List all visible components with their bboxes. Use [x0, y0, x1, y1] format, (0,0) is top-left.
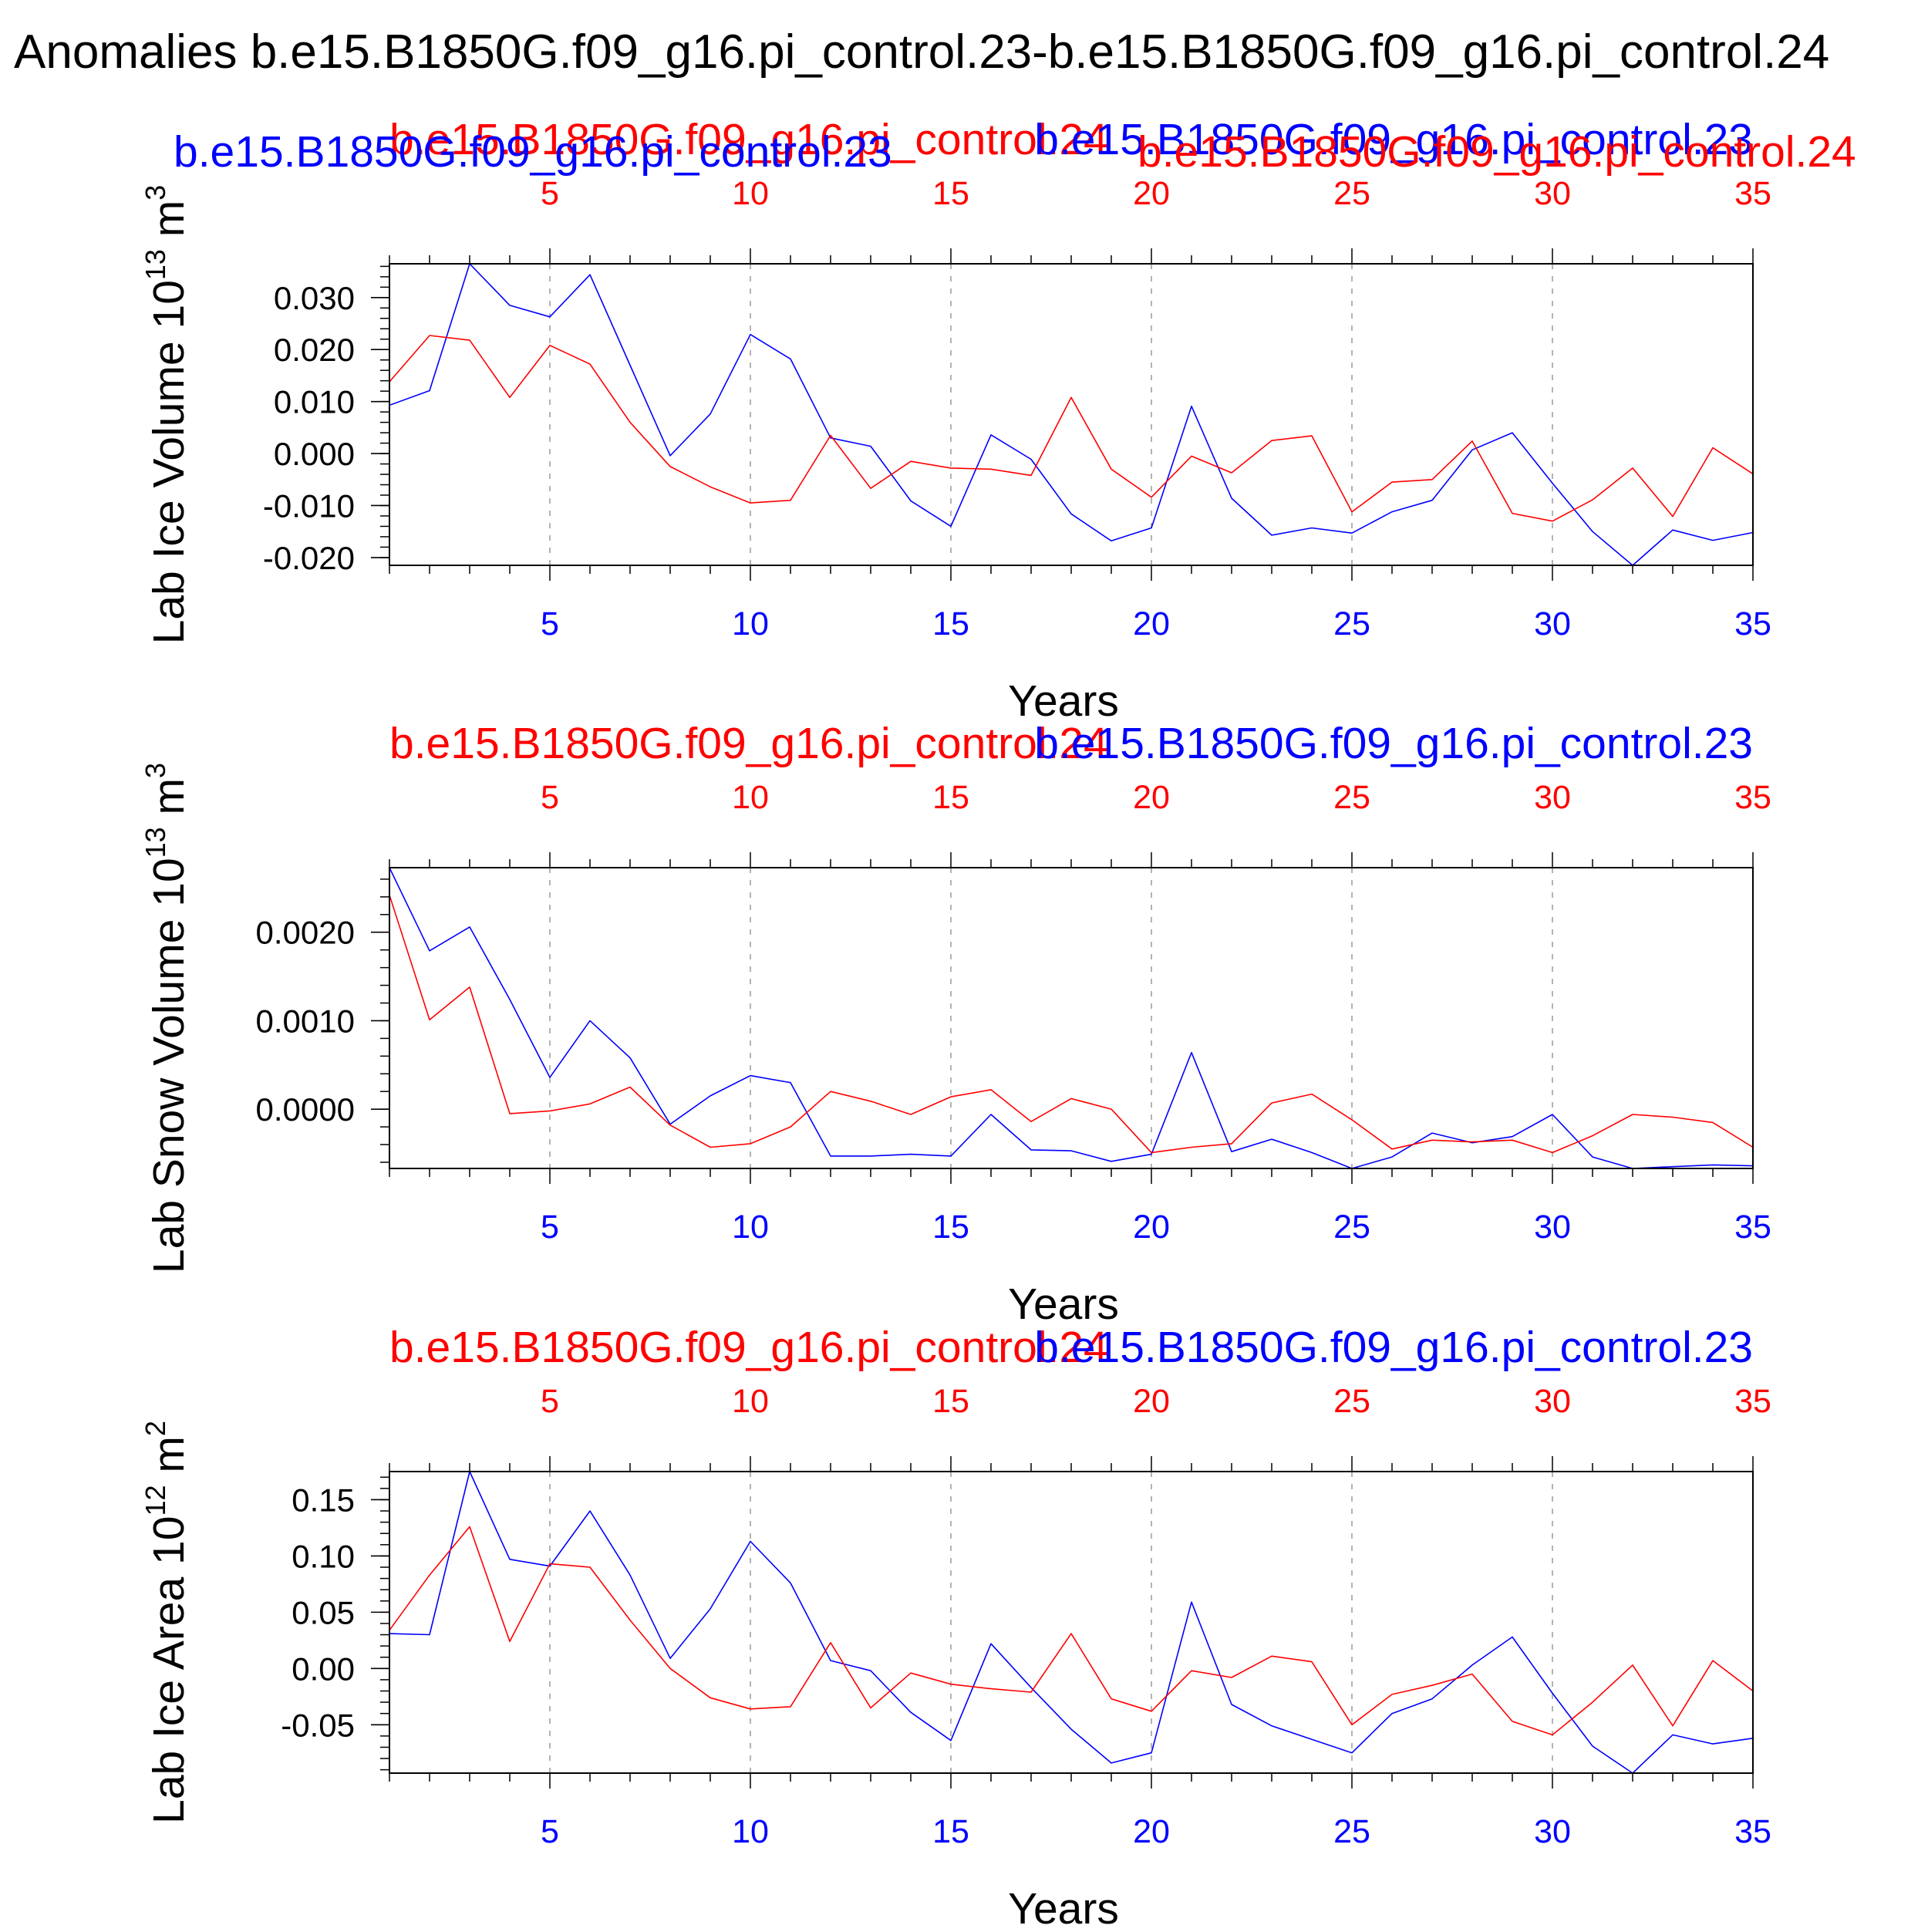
top-series-label-overlay-red: b.e15.B1850G.f09_g16.pi_control.24 — [1138, 127, 1856, 177]
y-axis-title: Lab Ice Area 1012 m2 — [140, 1421, 194, 1824]
page-title: Anomalies b.e15.B1850G.f09_g16.pi_contro… — [14, 25, 1829, 79]
y-axis-title-unit-exponent: 3 — [140, 185, 171, 201]
series-line-run24 — [389, 895, 1754, 1154]
x-tick-label-top: 5 — [541, 175, 559, 212]
y-tick-label: 0.05 — [292, 1594, 355, 1630]
y-axis-title-unit: m — [144, 201, 194, 249]
y-axis-title-main: Lab Ice Volume 10 — [144, 280, 194, 644]
panels: 551010151520202525303035350.0300.0200.01… — [140, 115, 1856, 1932]
x-tick-label-top: 35 — [1734, 1383, 1771, 1420]
y-axis-title-unit-exponent: 2 — [140, 1421, 171, 1436]
top-series-label-left: b.e15.B1850G.f09_g16.pi_control.24 — [389, 115, 1108, 164]
y-tick-label: 0.030 — [274, 280, 355, 316]
x-tick-label-bottom: 30 — [1534, 1209, 1571, 1246]
x-tick-label-bottom: 5 — [541, 1813, 559, 1850]
y-axis-title-exponent: 12 — [140, 1485, 171, 1516]
y-axis-title-unit-exponent: 3 — [140, 763, 171, 778]
y-tick-label: -0.05 — [281, 1707, 355, 1743]
x-tick-label-top: 15 — [932, 779, 969, 816]
x-tick-label-bottom: 20 — [1133, 1813, 1170, 1850]
x-tick-label-bottom: 35 — [1734, 1209, 1771, 1246]
y-tick-label: 0.000 — [274, 436, 355, 472]
series-line-run23 — [389, 867, 1754, 1169]
x-tick-label-top: 15 — [932, 175, 969, 212]
y-axis-title-unit: m — [144, 778, 194, 827]
y-axis-title: Lab Snow Volume 1013 m3 — [140, 763, 194, 1273]
x-tick-label-bottom: 30 — [1534, 605, 1571, 642]
x-tick-label-top: 20 — [1133, 175, 1170, 212]
x-tick-label-bottom: 5 — [541, 1209, 559, 1246]
top-series-label-overlay-blue: b.e15.B1850G.f09_g16.pi_control.23 — [174, 127, 892, 177]
y-axis-title-unit: m — [144, 1436, 194, 1485]
y-axis-title-main: Lab Ice Area 10 — [144, 1516, 194, 1824]
top-series-label-left: b.e15.B1850G.f09_g16.pi_control.24 — [389, 1323, 1108, 1372]
y-tick-label: 0.0020 — [256, 915, 355, 951]
top-series-label-right: b.e15.B1850G.f09_g16.pi_control.23 — [1034, 719, 1753, 768]
chart-panel-1: 5 5 10 10 15 15 20 20 25 25 30 30 35 35 0.030 0.020 0.01… — [140, 115, 1856, 726]
x-tick-label-bottom: 5 — [541, 605, 559, 642]
y-tick-label: -0.010 — [263, 487, 355, 524]
x-tick-label-bottom: 10 — [732, 1209, 769, 1246]
x-tick-label-bottom: 20 — [1133, 1209, 1170, 1246]
y-tick-label: 0.10 — [292, 1538, 355, 1574]
y-axis-title-main: Lab Snow Volume 10 — [144, 858, 194, 1273]
series-line-run23 — [389, 1471, 1754, 1774]
x-tick-label-bottom: 25 — [1333, 605, 1370, 642]
x-tick-label-bottom: 10 — [732, 1813, 769, 1850]
y-axis-title: Lab Ice Volume 1013 m3 — [140, 185, 194, 645]
y-tick-label: 0.00 — [292, 1650, 355, 1687]
x-tick-label-bottom: 25 — [1333, 1813, 1370, 1850]
x-axis-title: Years — [1008, 1884, 1119, 1928]
x-tick-label-top: 10 — [732, 1383, 769, 1420]
x-tick-label-top: 15 — [932, 1383, 969, 1420]
top-series-label-left: b.e15.B1850G.f09_g16.pi_control.24 — [389, 719, 1108, 768]
series-line-run24 — [389, 1526, 1754, 1736]
y-axis-title-exponent: 13 — [140, 827, 171, 858]
x-tick-label-top: 30 — [1534, 175, 1571, 212]
y-tick-label: 0.010 — [274, 384, 355, 420]
x-tick-label-bottom: 20 — [1133, 605, 1170, 642]
y-tick-label: -0.020 — [263, 540, 355, 576]
chart-panel-3: 5 5 10 10 15 15 20 20 25 25 30 30 35 35 0.15 0.10 0.05 0.… — [140, 1323, 1771, 1932]
x-tick-label-top: 5 — [541, 1383, 559, 1420]
x-tick-label-top: 25 — [1333, 1383, 1370, 1420]
x-axis-title: Years — [1008, 676, 1119, 726]
series-line-run24 — [389, 335, 1754, 522]
x-tick-label-top: 10 — [732, 175, 769, 212]
x-tick-label-bottom: 15 — [932, 1813, 969, 1850]
x-tick-label-bottom: 15 — [932, 605, 969, 642]
x-tick-label-top: 35 — [1734, 175, 1771, 212]
x-tick-label-top: 10 — [732, 779, 769, 816]
x-tick-label-bottom: 35 — [1734, 605, 1771, 642]
x-tick-label-top: 5 — [541, 779, 559, 816]
chart-panel-2: 5 5 10 10 15 15 20 20 25 25 30 30 35 35 0.0020 0.0010 0.… — [140, 719, 1771, 1329]
x-tick-label-top: 25 — [1333, 779, 1370, 816]
series-line-run23 — [389, 263, 1754, 566]
x-axis-title: Years — [1008, 1280, 1119, 1329]
x-tick-label-top: 20 — [1133, 1383, 1170, 1420]
x-tick-label-bottom: 35 — [1734, 1813, 1771, 1850]
y-tick-label: 0.0010 — [256, 1003, 355, 1039]
x-tick-label-top: 30 — [1534, 1383, 1571, 1420]
y-tick-label: 0.15 — [292, 1482, 355, 1518]
plot-frame — [389, 867, 1754, 1169]
x-tick-label-bottom: 15 — [932, 1209, 969, 1246]
y-tick-label: 0.0000 — [256, 1091, 355, 1128]
y-axis-title-exponent: 13 — [140, 249, 171, 280]
x-tick-label-bottom: 25 — [1333, 1209, 1370, 1246]
x-tick-label-top: 35 — [1734, 779, 1771, 816]
x-tick-label-bottom: 10 — [732, 605, 769, 642]
y-tick-label: 0.020 — [274, 332, 355, 368]
x-tick-label-top: 20 — [1133, 779, 1170, 816]
x-tick-label-top: 25 — [1333, 175, 1370, 212]
top-series-label-right: b.e15.B1850G.f09_g16.pi_control.23 — [1034, 115, 1753, 164]
top-series-label-right: b.e15.B1850G.f09_g16.pi_control.23 — [1034, 1323, 1753, 1372]
x-tick-label-top: 30 — [1534, 779, 1571, 816]
x-tick-label-bottom: 30 — [1534, 1813, 1571, 1850]
